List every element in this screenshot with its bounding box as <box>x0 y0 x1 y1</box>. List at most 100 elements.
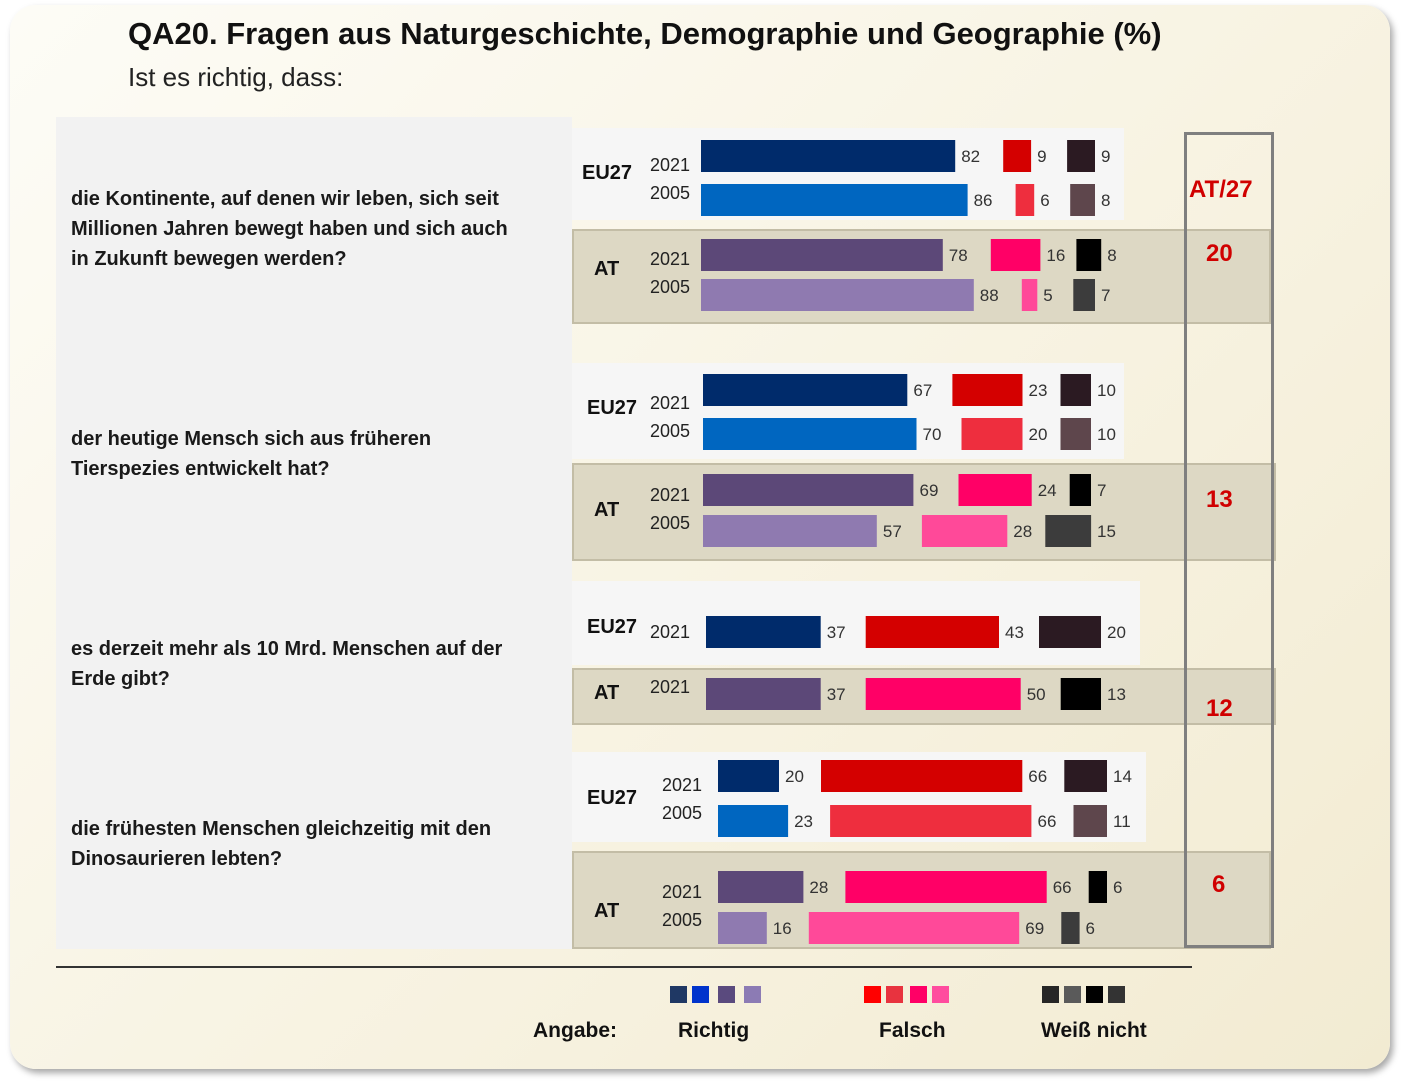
question-line: Erde gibt? <box>71 668 170 690</box>
eu-wn-value-2021: 20 <box>1107 623 1126 642</box>
legend-swatch <box>692 986 709 1003</box>
eu-wn-bar-2005 <box>1073 805 1107 837</box>
legend-swatch <box>1086 986 1103 1003</box>
at27-value: 20 <box>1206 240 1233 267</box>
at-richtig-value-2021: 28 <box>809 878 828 897</box>
eu-falsch-value-2021: 23 <box>1029 381 1048 400</box>
year-label: 2021 <box>650 677 691 697</box>
question-line: Dinosaurieren lebten? <box>71 848 283 870</box>
eu-richtig-value-2021: 67 <box>913 381 932 400</box>
group-label-eu27: EU27 <box>587 397 638 419</box>
at-falsch-value-2021: 66 <box>1053 878 1072 897</box>
at-wn-value-2021: 8 <box>1107 246 1116 265</box>
group-label-at: AT <box>594 258 620 280</box>
at-wn-value-2021: 7 <box>1097 481 1106 500</box>
question-line: Tierspezies entwickelt hat? <box>71 458 330 480</box>
legend-label-weiss-nicht: Weiß nicht <box>1041 1019 1147 1042</box>
at-falsch-value-2005: 69 <box>1025 919 1044 938</box>
question-line: der heutige Mensch sich aus früheren <box>71 428 432 450</box>
eu-wn-bar-2021 <box>1064 760 1107 792</box>
year-label: 2005 <box>650 183 691 203</box>
at-wn-bar-2005 <box>1073 279 1095 311</box>
eu-falsch-bar-2005 <box>961 418 1023 450</box>
chart-subtitle: Ist es richtig, dass: <box>128 62 344 92</box>
eu-wn-bar-2005 <box>1060 418 1091 450</box>
legend-swatch <box>1042 986 1059 1003</box>
eu-falsch-value-2021: 9 <box>1037 147 1046 166</box>
question-3-text: es derzeit mehr als 10 Mrd. Menschen auf… <box>71 634 566 694</box>
group-label-eu27: EU27 <box>587 616 638 638</box>
legend-swatch <box>744 986 761 1003</box>
at-richtig-bar-2005 <box>703 515 877 547</box>
year-label: 2021 <box>650 622 691 642</box>
at-richtig-bar-2021 <box>701 239 943 271</box>
eu-richtig-bar-2021 <box>706 616 821 648</box>
group-label-eu27: EU27 <box>587 787 638 809</box>
at-richtig-value-2005: 88 <box>980 286 999 305</box>
at-falsch-bar-2021 <box>845 871 1047 903</box>
question-line: in Zukunft bewegen werden? <box>71 248 347 270</box>
question-line: die Kontinente, auf denen wir leben, sic… <box>71 188 499 210</box>
at27-value: 13 <box>1206 486 1233 513</box>
at-richtig-value-2005: 16 <box>773 919 792 938</box>
at27-header: AT/27 <box>1189 176 1253 203</box>
year-label: 2021 <box>650 393 691 413</box>
at-falsch-bar-2005 <box>808 912 1020 944</box>
at-falsch-bar-2021 <box>865 678 1021 710</box>
year-label: 2005 <box>650 421 691 441</box>
eu-richtig-bar-2021 <box>718 760 779 792</box>
eu-wn-bar-2021 <box>1060 374 1091 406</box>
eu-wn-bar-2021 <box>1039 616 1101 648</box>
eu-wn-bar-2005 <box>1070 184 1095 216</box>
year-label: 2021 <box>662 775 703 795</box>
at-wn-value-2021: 6 <box>1113 878 1122 897</box>
year-label: 2005 <box>650 513 691 533</box>
year-label: 2021 <box>650 485 691 505</box>
at-richtig-bar-2021 <box>703 474 914 506</box>
at-wn-bar-2005 <box>1061 912 1080 944</box>
legend-swatch <box>670 986 687 1003</box>
at-wn-value-2021: 13 <box>1107 685 1126 704</box>
at-falsch-value-2021: 24 <box>1038 481 1057 500</box>
eu-falsch-value-2021: 43 <box>1005 623 1024 642</box>
at-wn-value-2005: 7 <box>1101 286 1110 305</box>
eu-falsch-value-2021: 66 <box>1028 767 1047 786</box>
at-falsch-value-2005: 28 <box>1013 522 1032 541</box>
legend-swatch <box>864 986 881 1003</box>
question-panel <box>56 117 572 949</box>
eu-falsch-bar-2021 <box>821 760 1023 792</box>
eu-richtig-value-2021: 82 <box>961 147 980 166</box>
divider-line <box>56 966 1192 968</box>
question-4-text: die frühesten Menschen gleichzeitig mit … <box>71 814 566 874</box>
at-wn-bar-2021 <box>1076 239 1102 271</box>
eu-richtig-value-2005: 70 <box>923 425 942 444</box>
eu-richtig-value-2005: 86 <box>974 191 993 210</box>
eu-falsch-value-2005: 66 <box>1038 812 1057 831</box>
at-richtig-bar-2005 <box>718 912 767 944</box>
eu-falsch-bar-2021 <box>865 616 999 648</box>
question-2-text: der heutige Mensch sich aus früheren Tie… <box>71 424 566 484</box>
eu-richtig-value-2021: 37 <box>827 623 846 642</box>
at-richtig-bar-2021 <box>718 871 804 903</box>
at-richtig-value-2021: 69 <box>920 481 939 500</box>
legend-swatch <box>886 986 903 1003</box>
question-1-text: die Kontinente, auf denen wir leben, sic… <box>71 184 566 274</box>
year-label: 2021 <box>662 882 703 902</box>
eu-richtig-bar-2021 <box>701 140 956 172</box>
eu-richtig-bar-2021 <box>703 374 908 406</box>
at-falsch-value-2021: 16 <box>1046 246 1065 265</box>
eu-richtig-value-2005: 23 <box>794 812 813 831</box>
at-wn-value-2005: 6 <box>1086 919 1095 938</box>
at-richtig-value-2021: 78 <box>949 246 968 265</box>
at-falsch-bar-2005 <box>921 515 1008 547</box>
eu-wn-value-2021: 9 <box>1101 147 1110 166</box>
group-label-at: AT <box>594 499 620 521</box>
eu-wn-value-2005: 10 <box>1097 425 1116 444</box>
legend-swatch <box>932 986 949 1003</box>
legend-swatch <box>910 986 927 1003</box>
at-wn-bar-2021 <box>1060 678 1101 710</box>
at27-value: 12 <box>1206 695 1233 722</box>
eu-falsch-bar-2021 <box>1003 140 1032 172</box>
at-falsch-bar-2021 <box>990 239 1041 271</box>
eu-falsch-value-2005: 20 <box>1029 425 1048 444</box>
